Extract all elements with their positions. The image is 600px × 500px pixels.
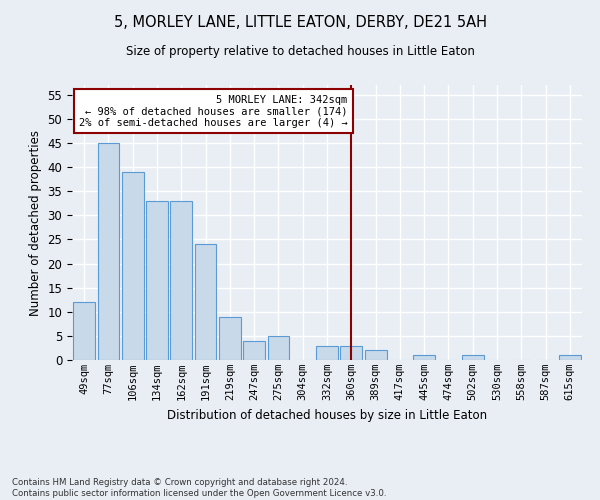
Bar [122,172,143,360]
Bar [316,346,338,360]
Bar [146,201,168,360]
Y-axis label: Number of detached properties: Number of detached properties [29,130,42,316]
Text: Contains HM Land Registry data © Crown copyright and database right 2024.
Contai: Contains HM Land Registry data © Crown c… [12,478,386,498]
Bar [268,336,289,360]
Bar [170,201,192,360]
Text: 5 MORLEY LANE: 342sqm
← 98% of detached houses are smaller (174)
2% of semi-deta: 5 MORLEY LANE: 342sqm ← 98% of detached … [79,94,347,128]
Bar [73,302,95,360]
Bar [243,340,265,360]
X-axis label: Distribution of detached houses by size in Little Eaton: Distribution of detached houses by size … [167,408,487,422]
Bar [219,316,241,360]
Bar [365,350,386,360]
Text: 5, MORLEY LANE, LITTLE EATON, DERBY, DE21 5AH: 5, MORLEY LANE, LITTLE EATON, DERBY, DE2… [113,15,487,30]
Bar [340,346,362,360]
Bar [194,244,217,360]
Bar [559,355,581,360]
Bar [413,355,435,360]
Text: Size of property relative to detached houses in Little Eaton: Size of property relative to detached ho… [125,45,475,58]
Bar [97,143,119,360]
Bar [462,355,484,360]
